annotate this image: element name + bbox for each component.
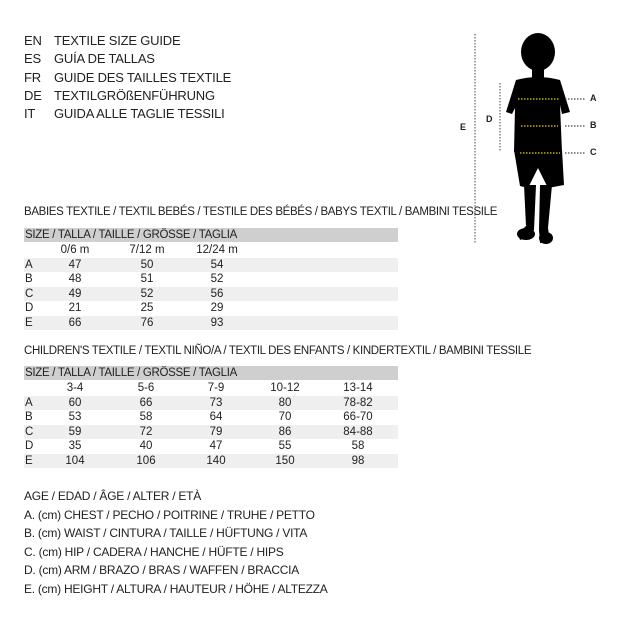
- table-column-header-row: 3-4 5-6 7-9 10-12 13-14: [24, 381, 398, 396]
- table-cell: 64: [209, 411, 223, 423]
- row-label: E: [25, 454, 33, 467]
- language-code: FR: [24, 69, 41, 85]
- table-cell: 40: [139, 440, 153, 452]
- table-cell: 52: [140, 287, 154, 300]
- legend-line: C. (cm) HIP / CADERA / HANCHE / HÜFTE / …: [24, 544, 284, 559]
- column-header: 12/24 m: [196, 244, 238, 256]
- table-cell: 47: [209, 440, 223, 452]
- row-label: D: [25, 302, 34, 314]
- table-cell: 66-70: [343, 411, 373, 423]
- table-cell: 47: [68, 258, 82, 271]
- table-cell: 58: [139, 411, 153, 423]
- label-d: D: [486, 114, 493, 124]
- table-cell: 79: [209, 425, 223, 438]
- column-header: 5-6: [137, 382, 155, 394]
- row-label: E: [25, 316, 33, 329]
- language-code: EN: [24, 33, 42, 48]
- table-cell: 98: [351, 454, 365, 467]
- row-label: D: [25, 440, 34, 452]
- table-cell: 29: [210, 302, 224, 314]
- table-cell: 55: [278, 440, 292, 452]
- table-row: D 21 25 29: [24, 301, 398, 316]
- table-cell: 49: [68, 287, 82, 300]
- legend-line: D. (cm) ARM / BRAZO / BRAS / WAFFEN / BR…: [24, 563, 299, 578]
- table-cell: 84-88: [343, 425, 373, 438]
- babies-size-header: SIZE / TALLA / TAILLE / GRÖSSE / TAGLIA: [24, 228, 398, 242]
- table-cell: 150: [275, 454, 295, 467]
- table-cell: 56: [210, 287, 224, 300]
- language-guide-title: GUIDA ALLE TAGLIE TESSILI: [54, 106, 225, 122]
- table-cell: 53: [68, 411, 82, 423]
- language-guide-title: GUIDE DES TAILLES TEXTILE: [54, 69, 232, 85]
- table-row: B 53 58 64 70 66-70: [24, 410, 398, 425]
- table-row: E 66 76 93: [24, 315, 398, 330]
- table-row: D 35 40 47 55 58: [24, 439, 398, 454]
- language-code: DE: [24, 87, 42, 103]
- row-label: A: [25, 396, 33, 409]
- table-cell: 106: [136, 454, 156, 467]
- legend-line: B. (cm) WAIST / CINTURA / TAILLE / HÜFTU…: [24, 526, 308, 541]
- language-code: ES: [24, 51, 41, 67]
- table-cell: 140: [206, 454, 226, 467]
- table-cell: 35: [68, 440, 82, 452]
- legend-line: A. (cm) CHEST / PECHO / POITRINE / TRUHE…: [24, 507, 315, 522]
- table-cell: 48: [68, 273, 82, 285]
- label-c: C: [590, 147, 597, 157]
- column-header: 7/12 m: [129, 244, 165, 256]
- label-b: B: [590, 120, 597, 130]
- legend-line: E. (cm) HEIGHT / ALTURA / HAUTEUR / HÖHE…: [24, 582, 328, 596]
- table-cell: 104: [65, 454, 85, 467]
- table-row: A 47 50 54: [24, 257, 398, 272]
- row-label: C: [25, 425, 34, 438]
- column-header: 10-12: [270, 382, 300, 394]
- table-cell: 25: [140, 302, 154, 314]
- table-row: C 59 72 79 86 84-88: [24, 424, 398, 439]
- table-row: B 48 51 52: [24, 272, 398, 287]
- babies-table-title: BABIES TEXTILE / TEXTIL BEBÉS / TESTILE …: [24, 206, 498, 218]
- table-cell: 80: [278, 396, 292, 409]
- language-guide-title: TEXTILGRÖßENFÜHRUNG: [54, 87, 215, 103]
- label-a: A: [590, 93, 597, 103]
- silhouette-icon: [506, 33, 570, 244]
- language-code: IT: [24, 106, 36, 122]
- column-header: 13-14: [343, 382, 373, 394]
- table-cell: 66: [68, 316, 82, 329]
- table-row: E 104 106 140 150 98: [24, 453, 398, 468]
- row-label: C: [25, 287, 34, 300]
- children-table-title: CHILDREN'S TEXTILE / TEXTIL NIÑO/A / TEX…: [24, 345, 532, 357]
- legend-line: AGE / EDAD / ÂGE / ALTER / ETÀ: [24, 489, 201, 503]
- table-cell: 52: [210, 273, 224, 285]
- children-size-header: SIZE / TALLA / TAILLE / GRÖSSE / TAGLIA: [24, 366, 398, 380]
- table-cell: 50: [140, 258, 154, 271]
- table-cell: 70: [278, 411, 292, 423]
- table-column-header-row: 0/6 m 7/12 m 12/24 m: [24, 243, 398, 258]
- table-cell: 93: [210, 316, 224, 329]
- column-header: 3-4: [66, 382, 84, 394]
- table-cell: 86: [278, 425, 292, 438]
- language-guide-title: TEXTILE SIZE GUIDE: [54, 33, 181, 48]
- column-header: 0/6 m: [60, 244, 90, 256]
- row-label: B: [25, 411, 33, 423]
- row-label: A: [25, 258, 33, 271]
- table-cell: 51: [140, 273, 154, 285]
- table-cell: 59: [68, 425, 82, 438]
- column-header: 7-9: [207, 382, 225, 394]
- table-cell: 73: [209, 396, 223, 409]
- table-row: A 60 66 73 80 78-82: [24, 395, 398, 410]
- table-cell: 58: [351, 440, 365, 452]
- row-label: B: [25, 273, 33, 285]
- table-row: C 49 52 56: [24, 286, 398, 301]
- table-cell: 54: [210, 258, 224, 271]
- table-cell: 78-82: [343, 396, 373, 409]
- table-cell: 76: [140, 316, 154, 329]
- table-cell: 72: [139, 425, 153, 438]
- language-guide-title: GUÍA DE TALLAS: [54, 51, 155, 67]
- child-silhouette-figure: A B C D E: [450, 30, 620, 253]
- table-cell: 66: [139, 396, 153, 409]
- label-e: E: [460, 122, 467, 132]
- table-cell: 60: [68, 396, 82, 409]
- table-cell: 21: [68, 302, 82, 314]
